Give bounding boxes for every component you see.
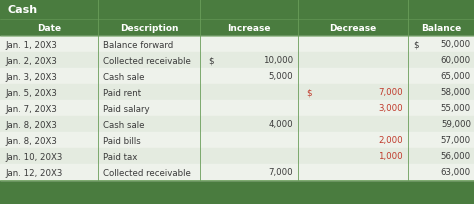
- Text: Cash: Cash: [8, 5, 38, 15]
- Text: Decrease: Decrease: [329, 24, 377, 33]
- Bar: [0, 69, 474, 85]
- Text: Paid tax: Paid tax: [103, 152, 137, 161]
- Text: Increase: Increase: [227, 24, 271, 33]
- Text: 56,000: 56,000: [441, 152, 471, 161]
- Text: 57,000: 57,000: [441, 136, 471, 145]
- Text: $: $: [208, 56, 213, 65]
- Bar: [0, 20, 474, 37]
- Text: Cash sale: Cash sale: [103, 72, 145, 81]
- Text: Cash sale: Cash sale: [103, 120, 145, 129]
- Text: Paid rent: Paid rent: [103, 88, 141, 97]
- Text: 60,000: 60,000: [441, 56, 471, 65]
- Text: 1,000: 1,000: [378, 152, 403, 161]
- Text: Collected receivable: Collected receivable: [103, 168, 191, 177]
- Text: 65,000: 65,000: [441, 72, 471, 81]
- Bar: [0, 132, 474, 148]
- Text: 7,000: 7,000: [378, 88, 403, 97]
- Text: Balance forward: Balance forward: [103, 40, 173, 49]
- Text: 50,000: 50,000: [441, 40, 471, 49]
- Bar: [0, 37, 474, 53]
- Text: 7,000: 7,000: [268, 168, 293, 177]
- Bar: [0, 164, 474, 180]
- Text: 59,000: 59,000: [441, 120, 471, 129]
- Text: 55,000: 55,000: [441, 104, 471, 113]
- Text: 3,000: 3,000: [378, 104, 403, 113]
- Text: Jan. 2, 20X3: Jan. 2, 20X3: [5, 56, 57, 65]
- Text: Jan. 5, 20X3: Jan. 5, 20X3: [5, 88, 57, 97]
- Text: Jan. 12, 20X3: Jan. 12, 20X3: [5, 168, 63, 177]
- Text: Jan. 7, 20X3: Jan. 7, 20X3: [5, 104, 57, 113]
- Text: 5,000: 5,000: [268, 72, 293, 81]
- Bar: [0, 0, 474, 20]
- Text: Jan. 3, 20X3: Jan. 3, 20X3: [5, 72, 57, 81]
- Bar: [0, 116, 474, 132]
- Text: Balance: Balance: [421, 24, 461, 33]
- Text: Collected receivable: Collected receivable: [103, 56, 191, 65]
- Text: 63,000: 63,000: [441, 168, 471, 177]
- Text: Paid salary: Paid salary: [103, 104, 150, 113]
- Bar: [0, 101, 474, 116]
- Text: Jan. 1, 20X3: Jan. 1, 20X3: [5, 40, 57, 49]
- Text: Jan. 10, 20X3: Jan. 10, 20X3: [5, 152, 63, 161]
- Bar: [0, 148, 474, 164]
- Text: $: $: [306, 88, 311, 97]
- Text: Description: Description: [120, 24, 178, 33]
- Text: $: $: [413, 40, 419, 49]
- Bar: [0, 85, 474, 101]
- Text: Jan. 8, 20X3: Jan. 8, 20X3: [5, 136, 57, 145]
- Text: Paid bills: Paid bills: [103, 136, 141, 145]
- Text: 10,000: 10,000: [263, 56, 293, 65]
- Bar: [0, 53, 474, 69]
- Text: 58,000: 58,000: [441, 88, 471, 97]
- Text: 4,000: 4,000: [268, 120, 293, 129]
- Text: Date: Date: [37, 24, 61, 33]
- Text: Jan. 8, 20X3: Jan. 8, 20X3: [5, 120, 57, 129]
- Text: 2,000: 2,000: [378, 136, 403, 145]
